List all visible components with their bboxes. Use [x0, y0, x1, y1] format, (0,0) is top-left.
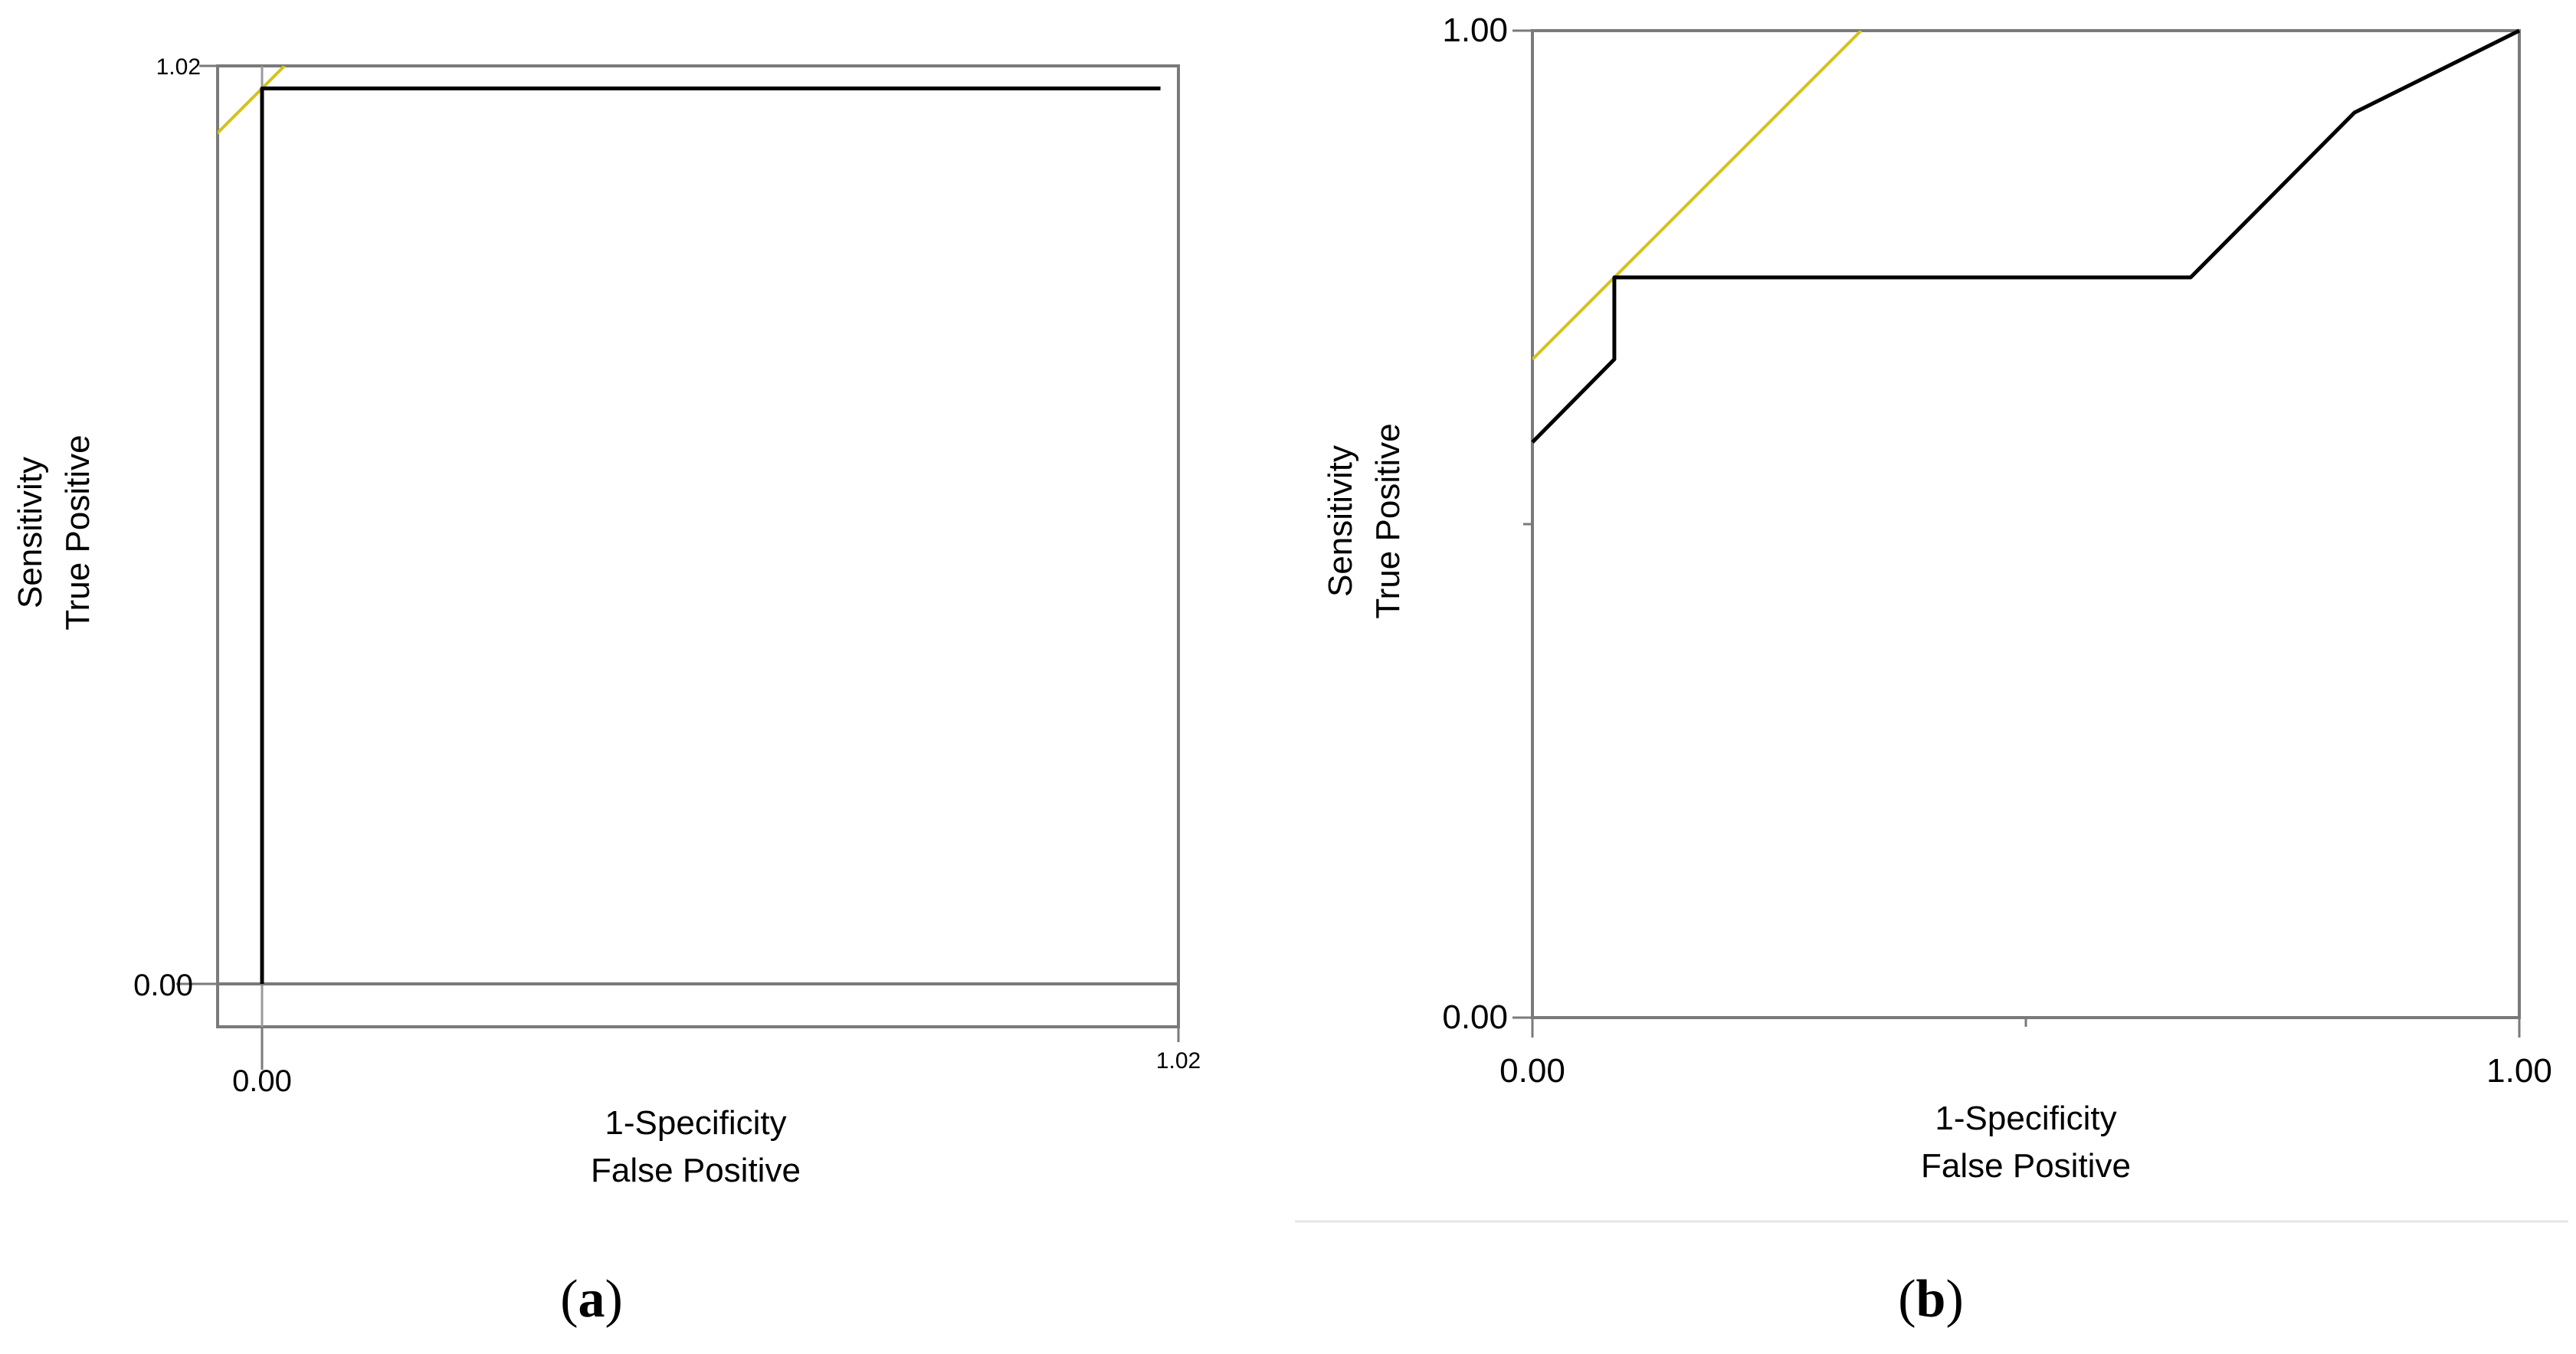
y-axis-label-line2-b: True Positive: [1369, 423, 1407, 618]
roc-curve-b-0: [1531, 28, 2521, 444]
chart-panel-a: 1.02 0.00 0.00 1.02 1-Specificity False …: [11, 54, 1201, 1329]
chart-panel-b: 1.00 0.00 0.00 1.00 1-Specificity False …: [1295, 11, 2568, 1329]
y-axis-label-line1-a: Sensitivity: [11, 457, 49, 608]
x-tick-label-left-a: 0.00: [232, 1064, 292, 1098]
y-axis-label-line2-a: True Positive: [59, 434, 97, 630]
x-tick-label-right-a: 1.02: [1156, 1048, 1201, 1074]
y-tick-label-top-b: 1.00: [1442, 11, 1508, 49]
plot-marks-b: [1531, 28, 2521, 444]
y-tick-label-top-a: 1.02: [156, 54, 201, 80]
reference-line-b: [1532, 31, 1863, 361]
x-tick-label-left-b: 0.00: [1499, 1052, 1565, 1090]
plot-frame-b: [1512, 29, 2521, 1038]
x-axis-label-line1-a: 1-Specificity: [605, 1104, 786, 1142]
x-tick-label-right-b: 1.00: [2486, 1052, 2552, 1090]
y-tick-label-bottom-b: 0.00: [1442, 998, 1508, 1036]
reference-line-a: [218, 66, 286, 135]
panel-label-a: a: [578, 1270, 605, 1329]
panel-caption-b: (b): [1898, 1270, 1964, 1329]
x-axis-label-line2-a: False Positive: [591, 1152, 801, 1189]
plot-frame-rect-b: [1531, 29, 2521, 1019]
plot-marks-a: [218, 66, 1161, 984]
plot-frame-a: [176, 64, 1180, 1070]
x-axis-label-line1-b: 1-Specificity: [1935, 1100, 2116, 1137]
panel-label-b: b: [1916, 1270, 1946, 1329]
plot-frame-rect-a: [216, 64, 1180, 1028]
y-tick-label-bottom-a: 0.00: [133, 969, 193, 1002]
roc-curve-a-0: [260, 86, 1161, 984]
panel-caption-a: (a): [560, 1270, 623, 1329]
x-axis-label-line2-b: False Positive: [1921, 1147, 2131, 1185]
y-axis-label-line1-b: Sensitivity: [1322, 445, 1359, 597]
